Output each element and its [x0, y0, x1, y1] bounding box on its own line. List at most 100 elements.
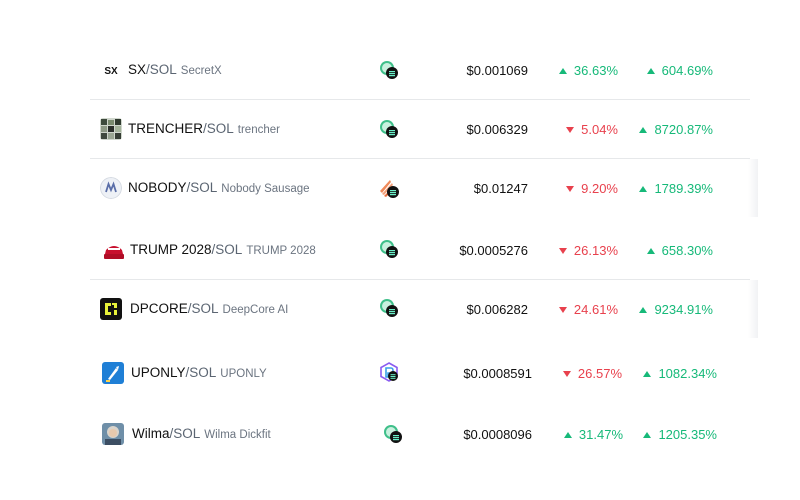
change-b-value: 1082.34% [658, 366, 717, 381]
scroll-shadow [748, 280, 758, 338]
table-row[interactable]: UPONLY/SOL UPONLY $0.0008591 26.57% 1082.… [90, 343, 750, 401]
table-row[interactable]: SX SX/SOL SecretX $0.001069 36.63% 604.69… [90, 41, 750, 100]
change-a: 26.57% [562, 366, 622, 381]
raydium-icon [378, 238, 400, 260]
token-symbol: TRUMP 2028 [130, 242, 212, 257]
trencher-logo-icon [100, 118, 122, 140]
token-symbol: Wilma [132, 426, 170, 441]
token-full-name: trencher [237, 124, 280, 136]
arrow-down-icon [562, 370, 571, 377]
price: $0.0008096 [463, 427, 532, 442]
change-a: 24.61% [558, 302, 618, 317]
change-b: 1789.39% [639, 181, 713, 196]
arrow-up-icon [643, 370, 652, 377]
change-a-value: 5.04% [581, 122, 618, 137]
arrow-down-icon [566, 185, 575, 192]
change-b-value: 658.30% [661, 243, 713, 258]
token-symbol: TRENCHER [128, 121, 204, 136]
arrow-up-icon [639, 126, 648, 133]
price: $0.01247 [473, 181, 528, 196]
table-row[interactable]: DPCORE/SOL DeepCore AI $0.006282 24.61% 9… [90, 280, 758, 338]
arrow-up-icon [563, 431, 572, 438]
pair-name[interactable]: SX/SOL SecretX [128, 62, 222, 77]
uponly-logo-icon [102, 362, 124, 384]
token-full-name: Nobody Sausage [221, 183, 310, 195]
pair-name[interactable]: NOBODY/SOL Nobody Sausage [128, 180, 310, 195]
token-symbol: SX [128, 62, 147, 77]
token-full-name: Wilma Dickfit [204, 429, 271, 441]
change-b-value: 1205.35% [658, 427, 717, 442]
arrow-up-icon [646, 247, 655, 254]
token-full-name: UPONLY [220, 368, 267, 380]
price: $0.001069 [466, 63, 528, 78]
dpcore-logo-icon [100, 298, 122, 320]
arrow-up-icon [646, 67, 655, 74]
price: $0.0008591 [463, 366, 532, 381]
arrow-up-icon [639, 306, 648, 313]
table-row[interactable]: TRUMP 2028/SOL TRUMP 2028 $0.0005276 26.1… [90, 221, 750, 280]
raydium-icon [378, 59, 400, 81]
change-b: 604.69% [646, 63, 713, 78]
token-full-name: DeepCore AI [222, 304, 289, 316]
pair-name[interactable]: TRUMP 2028/SOL TRUMP 2028 [130, 242, 316, 257]
change-a-value: 24.61% [573, 302, 618, 317]
change-a: 26.13% [558, 243, 618, 258]
price: $0.006329 [466, 122, 528, 137]
raydium-icon [382, 423, 404, 445]
change-a-value: 36.63% [573, 63, 618, 78]
change-a-value: 26.57% [577, 366, 622, 381]
change-b: 8720.87% [639, 122, 713, 137]
change-a: 9.20% [566, 181, 618, 196]
change-a-value: 9.20% [581, 181, 618, 196]
token-full-name: TRUMP 2028 [246, 245, 316, 257]
svg-text:SX: SX [104, 66, 118, 77]
wilma-logo-icon [102, 423, 124, 445]
arrow-down-icon [566, 126, 575, 133]
quote-symbol: /SOL [169, 426, 201, 441]
scroll-shadow [748, 159, 758, 217]
change-b-value: 8720.87% [654, 122, 713, 137]
nobody-logo-icon [100, 177, 122, 199]
arrow-up-icon [558, 67, 567, 74]
pair-name[interactable]: TRENCHER/SOL trencher [128, 121, 280, 136]
table-row[interactable]: NOBODY/SOL Nobody Sausage $0.01247 9.20% … [90, 159, 758, 217]
pair-name[interactable]: Wilma/SOL Wilma Dickfit [132, 426, 271, 441]
change-b: 1205.35% [643, 427, 717, 442]
quote-symbol: /SOL [203, 121, 234, 136]
change-b: 658.30% [646, 243, 713, 258]
change-a-value: 31.47% [578, 427, 623, 442]
change-b: 1082.34% [643, 366, 717, 381]
orca-icon [378, 177, 400, 199]
arrow-up-icon [639, 185, 648, 192]
change-a: 5.04% [566, 122, 618, 137]
quote-symbol: /SOL [187, 301, 219, 316]
quote-symbol: /SOL [146, 62, 177, 77]
pair-name[interactable]: DPCORE/SOL DeepCore AI [130, 301, 288, 316]
token-full-name: SecretX [180, 65, 222, 77]
quote-symbol: /SOL [211, 242, 243, 257]
table-row[interactable]: Wilma/SOL Wilma Dickfit $0.0008096 31.47%… [90, 405, 750, 463]
arrow-up-icon [643, 431, 652, 438]
arrow-down-icon [558, 306, 567, 313]
sx-logo-icon: SX [100, 59, 122, 81]
change-a: 31.47% [563, 427, 623, 442]
trump-logo-icon [103, 241, 125, 263]
token-symbol: DPCORE [130, 301, 188, 316]
change-b-value: 1789.39% [654, 181, 713, 196]
change-a: 36.63% [558, 63, 618, 78]
price: $0.006282 [466, 302, 528, 317]
change-b: 9234.91% [639, 302, 713, 317]
quote-symbol: /SOL [185, 365, 217, 380]
change-b-value: 9234.91% [654, 302, 713, 317]
raydium-icon [378, 118, 400, 140]
price: $0.0005276 [459, 243, 528, 258]
pumpswap-icon [378, 361, 400, 383]
token-symbol: NOBODY [128, 180, 187, 195]
pair-name[interactable]: UPONLY/SOL UPONLY [131, 365, 267, 380]
arrow-down-icon [558, 247, 567, 254]
change-a-value: 26.13% [573, 243, 618, 258]
token-symbol: UPONLY [131, 365, 186, 380]
raydium-icon [378, 297, 400, 319]
change-b-value: 604.69% [661, 63, 713, 78]
table-row[interactable]: TRENCHER/SOL trencher $0.006329 5.04% 872… [90, 100, 750, 159]
